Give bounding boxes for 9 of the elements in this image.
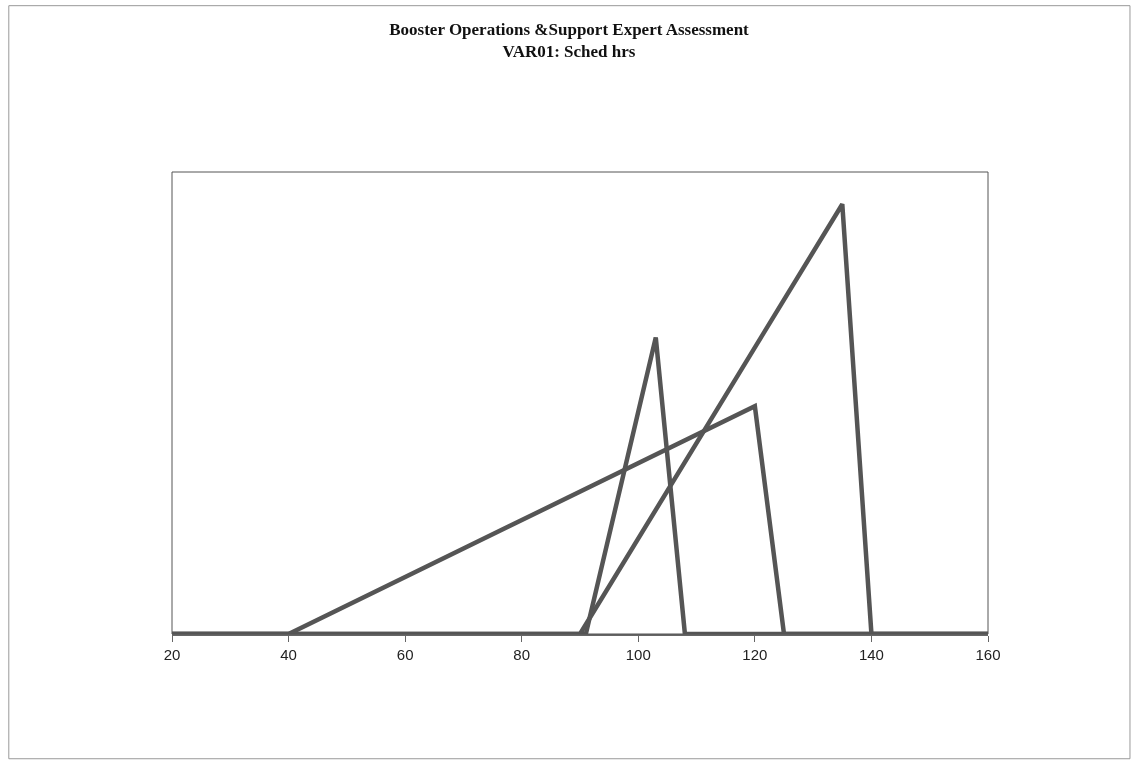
x-tick-label: 120 (742, 646, 768, 663)
x-tick-label: 100 (625, 646, 651, 663)
x-tick-label: 80 (513, 646, 531, 663)
x-tick-label: 140 (858, 646, 884, 663)
x-tick-label: 20 (163, 646, 181, 663)
x-tick-label: 60 (396, 646, 414, 663)
x-tick-label: 40 (280, 646, 297, 663)
x-tick-label: 160 (975, 646, 1001, 663)
chart-title: Booster Operations &Support Expert Assessment VAR01: Sched hrs (389, 19, 750, 61)
